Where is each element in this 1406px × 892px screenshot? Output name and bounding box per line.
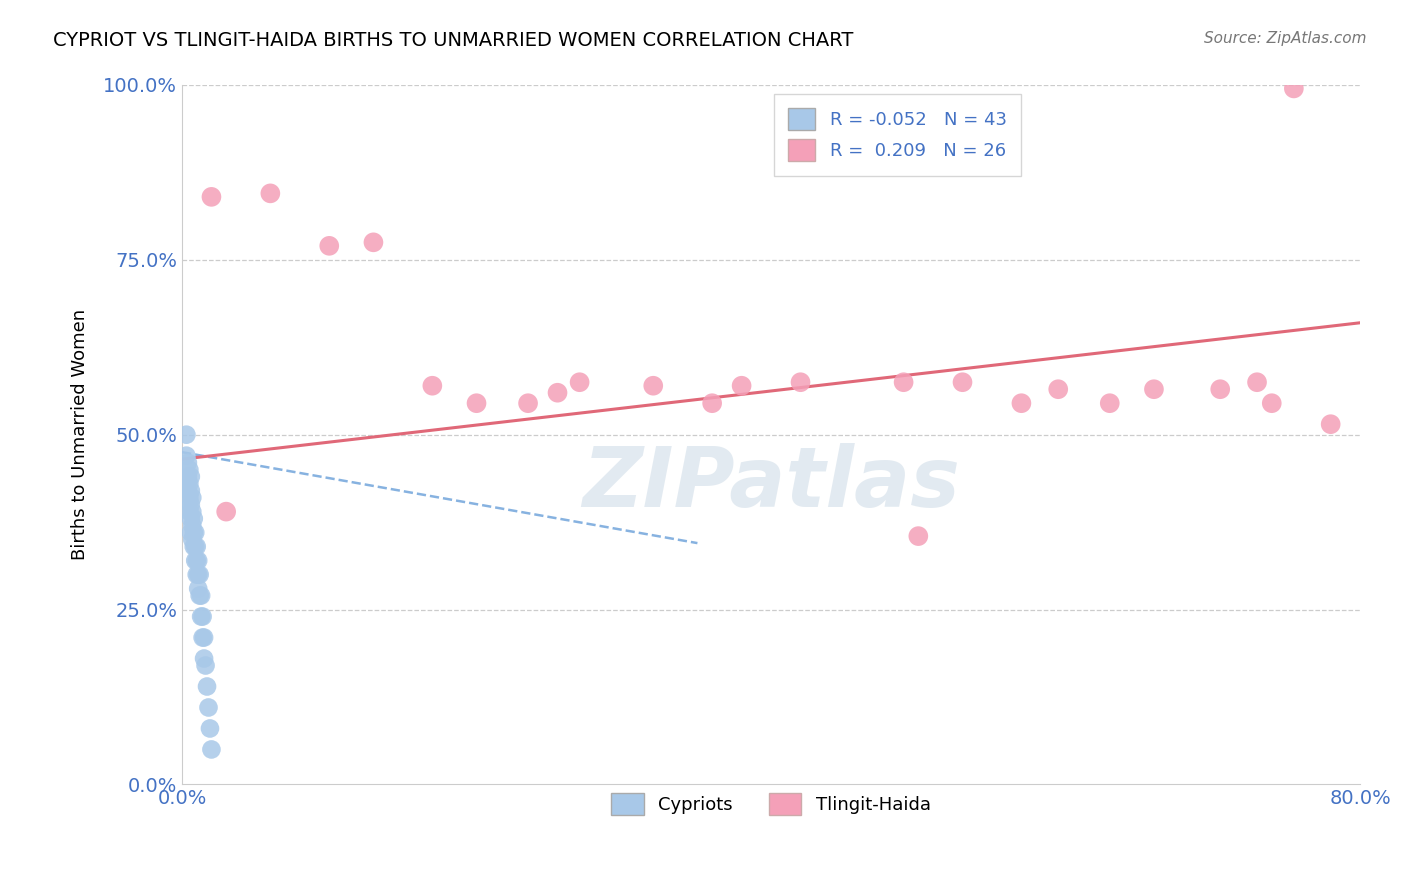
Point (198, 722, 221, 736)
Point (195, 680, 218, 694)
Point (363, 235, 385, 250)
Point (183, 525, 205, 540)
Point (183, 540, 205, 554)
Point (465, 396, 488, 410)
Point (186, 567, 208, 582)
Point (181, 505, 204, 519)
Point (181, 491, 204, 505)
Y-axis label: Births to Unmarried Women: Births to Unmarried Women (72, 310, 89, 560)
Point (176, 449, 198, 463)
Point (186, 540, 208, 554)
Point (702, 396, 724, 410)
Point (200, 190, 222, 204)
Point (193, 631, 215, 645)
Legend: Cypriots, Tlingit-Haida: Cypriots, Tlingit-Haida (602, 784, 939, 824)
Point (181, 533, 204, 547)
Point (1246, 376, 1268, 390)
Point (184, 553, 207, 567)
Point (184, 540, 207, 554)
Point (1319, 417, 1341, 432)
Point (188, 589, 211, 603)
Point (547, 385, 569, 400)
Point (183, 511, 205, 525)
Point (177, 469, 200, 483)
Point (180, 525, 202, 540)
Point (193, 651, 215, 665)
Point (180, 498, 202, 512)
Point (215, 505, 238, 519)
Point (1047, 382, 1070, 396)
Text: CYPRIOT VS TLINGIT-HAIDA BIRTHS TO UNMARRIED WOMEN CORRELATION CHART: CYPRIOT VS TLINGIT-HAIDA BIRTHS TO UNMAR… (53, 31, 853, 50)
Point (177, 456, 200, 470)
Point (893, 376, 915, 390)
Point (186, 553, 208, 567)
Point (789, 376, 811, 390)
Point (200, 742, 222, 756)
Text: ZIPatlas: ZIPatlas (582, 443, 960, 524)
Point (188, 567, 211, 582)
Point (177, 483, 200, 498)
Point (730, 378, 752, 392)
Point (190, 589, 212, 603)
Point (191, 631, 214, 645)
Point (191, 609, 214, 624)
Point (180, 483, 202, 498)
Point (179, 463, 201, 477)
Point (187, 553, 209, 567)
Point (1010, 396, 1032, 410)
Point (187, 582, 209, 596)
Point (1143, 382, 1166, 396)
Point (190, 609, 212, 624)
Point (179, 476, 201, 491)
Point (1261, 396, 1284, 410)
Point (194, 658, 217, 673)
Point (181, 518, 204, 533)
Text: Source: ZipAtlas.com: Source: ZipAtlas.com (1204, 31, 1367, 46)
Point (187, 567, 209, 582)
Point (420, 378, 443, 392)
Point (643, 378, 665, 392)
Point (176, 427, 198, 442)
Point (180, 511, 202, 525)
Point (1209, 382, 1232, 396)
Point (517, 396, 540, 410)
Point (197, 700, 219, 714)
Point (1282, 81, 1305, 95)
Point (1098, 396, 1121, 410)
Point (179, 505, 201, 519)
Point (907, 529, 929, 543)
Point (568, 376, 591, 390)
Point (179, 491, 201, 505)
Point (318, 239, 340, 253)
Point (184, 525, 207, 540)
Point (180, 469, 202, 483)
Point (259, 186, 281, 201)
Point (952, 376, 974, 390)
